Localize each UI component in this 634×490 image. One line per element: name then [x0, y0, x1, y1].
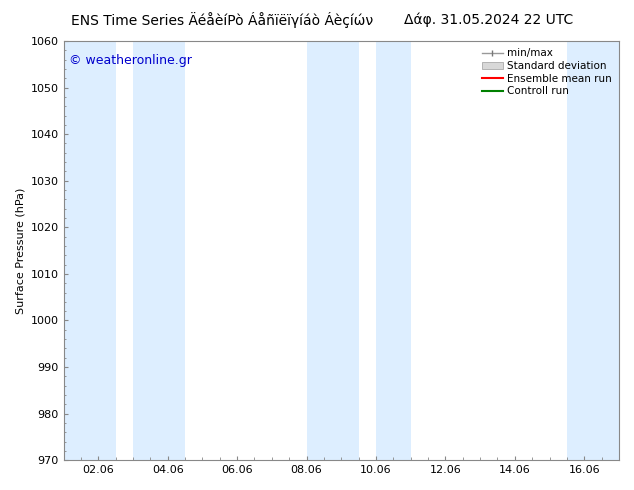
Bar — [567, 41, 619, 460]
Text: ENS Time Series ÄéåèíPò Áåñïëïγíáò Áèçíών: ENS Time Series ÄéåèíPò Áåñïëïγíáò Áèçíώ… — [71, 12, 373, 28]
Bar — [133, 41, 185, 460]
Bar — [63, 41, 115, 460]
Text: Δάφ. 31.05.2024 22 UTC: Δάφ. 31.05.2024 22 UTC — [404, 12, 573, 27]
Bar — [376, 41, 411, 460]
Legend: min/max, Standard deviation, Ensemble mean run, Controll run: min/max, Standard deviation, Ensemble me… — [480, 46, 614, 98]
Text: © weatheronline.gr: © weatheronline.gr — [69, 53, 192, 67]
Bar — [307, 41, 359, 460]
Y-axis label: Surface Pressure (hPa): Surface Pressure (hPa) — [15, 187, 25, 314]
